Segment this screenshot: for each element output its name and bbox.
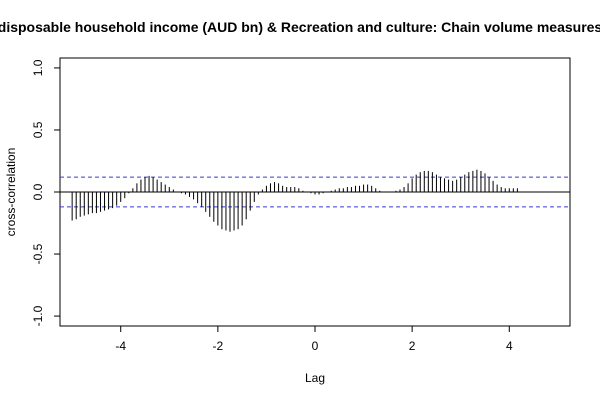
- y-tick-label: 0.0: [31, 183, 45, 200]
- x-tick-label: 0: [312, 339, 319, 353]
- x-tick-label: 4: [506, 339, 513, 353]
- x-tick-label: 2: [409, 339, 416, 353]
- y-axis: -1.0 -0.5 0.0 0.5 1.0: [31, 59, 60, 326]
- x-tick-label: -4: [115, 339, 126, 353]
- x-tick-label: -2: [213, 339, 224, 353]
- correlation-bars: [71, 169, 518, 232]
- y-tick-label: 1.0: [31, 59, 45, 76]
- x-axis-label: Lag: [305, 371, 325, 385]
- y-axis-label: cross-correlation: [4, 148, 18, 237]
- x-axis: -4 -2 0 2 4: [115, 326, 513, 353]
- chart-title: disposable household income (AUD bn) & R…: [0, 19, 600, 35]
- y-tick-label: -0.5: [31, 243, 45, 264]
- y-tick-label: -1.0: [31, 305, 45, 326]
- y-tick-label: 0.5: [31, 121, 45, 138]
